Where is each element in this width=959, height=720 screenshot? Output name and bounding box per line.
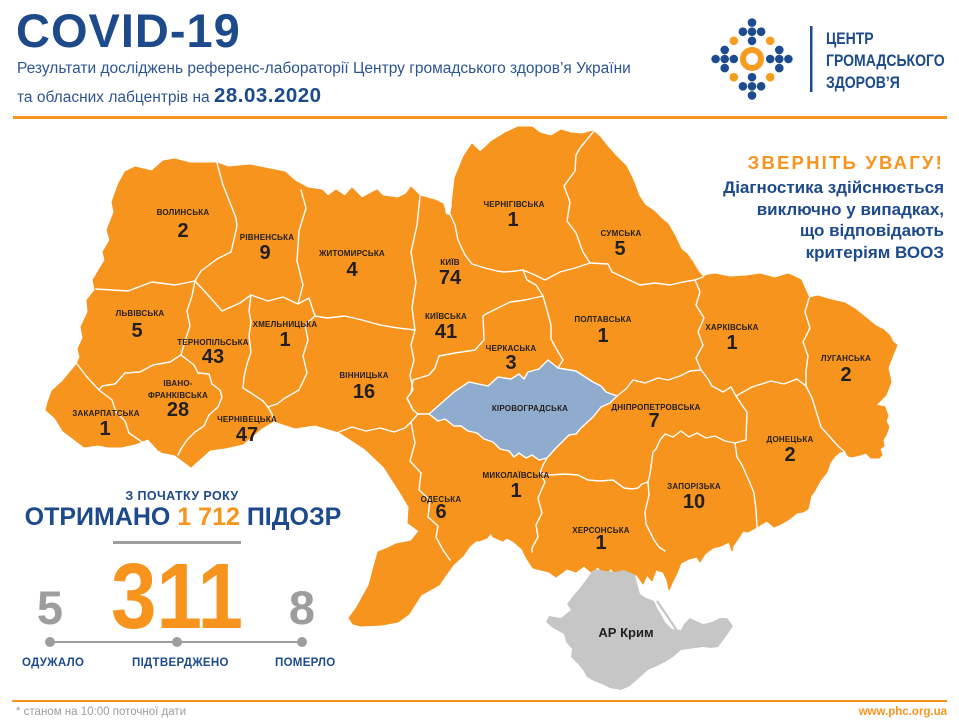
svg-text:43: 43 xyxy=(202,346,224,368)
svg-text:КИЇВСЬКА: КИЇВСЬКА xyxy=(425,312,467,321)
svg-text:74: 74 xyxy=(439,267,462,289)
svg-text:ХЕРСОНСЬКА: ХЕРСОНСЬКА xyxy=(572,526,630,535)
svg-text:ХАРКІВСЬКА: ХАРКІВСЬКА xyxy=(705,323,758,332)
svg-text:ПОЛТАВСЬКА: ПОЛТАВСЬКА xyxy=(574,315,631,324)
svg-text:10: 10 xyxy=(683,491,705,513)
svg-text:5: 5 xyxy=(614,238,625,260)
svg-text:КІРОВОГРАДСЬКА: КІРОВОГРАДСЬКА xyxy=(492,404,568,413)
svg-text:ТЕРНОПІЛЬСЬКА: ТЕРНОПІЛЬСЬКА xyxy=(177,338,249,347)
svg-text:9: 9 xyxy=(259,242,270,264)
svg-text:1: 1 xyxy=(510,480,521,502)
svg-text:7: 7 xyxy=(648,410,659,432)
svg-text:ЛЬВІВСЬКА: ЛЬВІВСЬКА xyxy=(116,309,165,318)
svg-text:ІВАНО-: ІВАНО- xyxy=(163,379,192,388)
svg-text:1: 1 xyxy=(279,329,290,351)
svg-text:ЗАПОРІЗЬКА: ЗАПОРІЗЬКА xyxy=(667,482,721,491)
svg-text:16: 16 xyxy=(353,381,375,403)
svg-text:1: 1 xyxy=(99,418,110,440)
svg-text:АР Крим: АР Крим xyxy=(598,625,653,640)
svg-text:5: 5 xyxy=(131,320,142,342)
svg-text:КИЇВ: КИЇВ xyxy=(440,258,459,267)
svg-text:ХМЕЛЬНИЦЬКА: ХМЕЛЬНИЦЬКА xyxy=(253,320,318,329)
svg-text:4: 4 xyxy=(346,259,358,281)
svg-text:2: 2 xyxy=(784,444,795,466)
svg-text:3: 3 xyxy=(505,352,516,374)
svg-text:1: 1 xyxy=(507,209,518,231)
svg-text:6: 6 xyxy=(435,501,446,523)
svg-text:ЗАКАРПАТСЬКА: ЗАКАРПАТСЬКА xyxy=(72,409,139,418)
svg-text:ОДЕСЬКА: ОДЕСЬКА xyxy=(421,495,462,504)
svg-text:ВОЛИНСЬКА: ВОЛИНСЬКА xyxy=(157,208,210,217)
svg-text:ЖИТОМИРСЬКА: ЖИТОМИРСЬКА xyxy=(318,249,385,258)
svg-text:28: 28 xyxy=(167,399,189,421)
svg-text:ВІННИЦЬКА: ВІННИЦЬКА xyxy=(339,371,388,380)
svg-text:ФРАНКІВСЬКА: ФРАНКІВСЬКА xyxy=(148,391,208,400)
svg-text:ДНІПРОПЕТРОВСЬКА: ДНІПРОПЕТРОВСЬКА xyxy=(611,403,700,412)
svg-text:1: 1 xyxy=(595,532,606,554)
svg-text:2: 2 xyxy=(840,364,851,386)
svg-text:2: 2 xyxy=(177,220,188,242)
svg-text:ЧЕРКАСЬКА: ЧЕРКАСЬКА xyxy=(486,344,537,353)
svg-text:РІВНЕНСЬКА: РІВНЕНСЬКА xyxy=(240,233,294,242)
svg-text:ЧЕРНІВЕЦЬКА: ЧЕРНІВЕЦЬКА xyxy=(217,415,277,424)
svg-text:СУМСЬКА: СУМСЬКА xyxy=(601,229,642,238)
svg-text:ЧЕРНІГІВСЬКА: ЧЕРНІГІВСЬКА xyxy=(483,200,544,209)
svg-text:1: 1 xyxy=(597,325,608,347)
svg-text:ДОНЕЦЬКА: ДОНЕЦЬКА xyxy=(767,435,814,444)
svg-text:41: 41 xyxy=(435,321,457,343)
svg-text:МИКОЛАЇВСЬКА: МИКОЛАЇВСЬКА xyxy=(483,471,550,480)
svg-text:1: 1 xyxy=(726,332,737,354)
svg-text:47: 47 xyxy=(236,424,258,446)
svg-text:ЛУГАНСЬКА: ЛУГАНСЬКА xyxy=(821,354,871,363)
